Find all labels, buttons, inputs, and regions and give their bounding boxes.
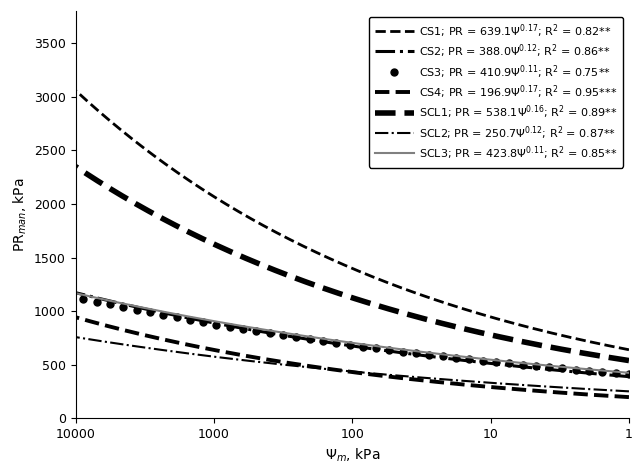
X-axis label: $\Psi_{m}$, kPa: $\Psi_{m}$, kPa: [325, 446, 380, 464]
Legend: CS1; PR = 639.1$\Psi^{0.17}$; R$^{2}$ = 0.82**, CS2; PR = 388.0$\Psi^{0.12}$; R$: CS1; PR = 639.1$\Psi^{0.17}$; R$^{2}$ = …: [369, 17, 623, 168]
Y-axis label: PR$_{man}$, kPa: PR$_{man}$, kPa: [11, 177, 28, 252]
